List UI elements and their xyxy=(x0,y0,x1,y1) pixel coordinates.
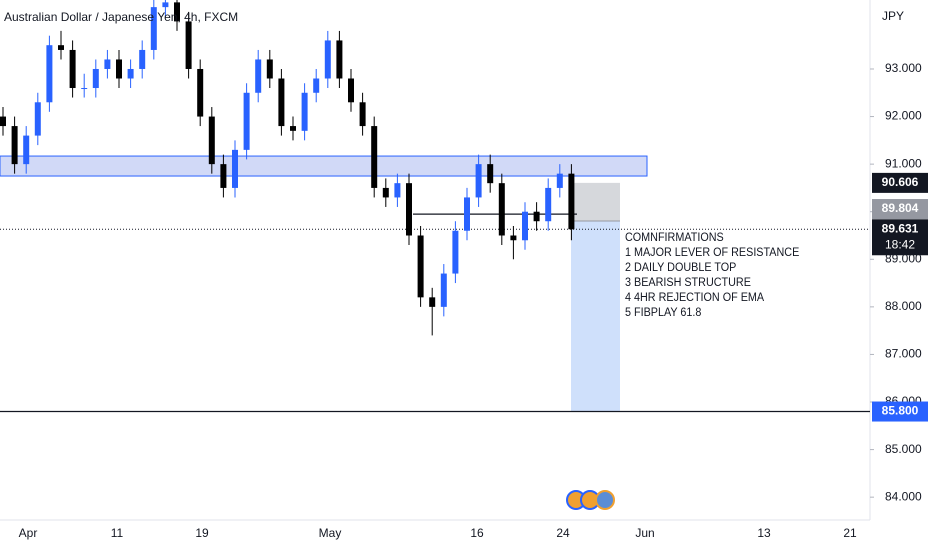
target-zone xyxy=(571,221,620,412)
candle-body xyxy=(208,116,215,165)
target-price-label: 85.800 xyxy=(882,404,919,418)
candle-body xyxy=(185,21,192,69)
y-tick-label: 87.000 xyxy=(885,347,922,361)
candle-body xyxy=(348,78,354,103)
candle-body xyxy=(150,7,157,50)
candle-body xyxy=(324,40,331,79)
candle-body xyxy=(371,126,378,188)
candle-body xyxy=(510,235,517,241)
x-tick-label: 24 xyxy=(556,526,570,540)
candle-body xyxy=(382,187,389,198)
candle-body xyxy=(11,126,18,165)
candle-body xyxy=(313,78,320,93)
candle-body xyxy=(359,102,366,127)
annotation-line: COMNFIRMATIONS xyxy=(625,232,724,245)
candle-body xyxy=(243,92,250,150)
candle-body xyxy=(406,183,412,236)
target-price-label-bg xyxy=(872,401,928,422)
annotation-line: 3 BEARISH STRUCTURE xyxy=(625,277,751,290)
candle-body xyxy=(139,49,146,69)
candle-body xyxy=(255,59,262,93)
stop-price-label-bg xyxy=(872,172,928,193)
candle-body xyxy=(452,230,459,274)
x-tick-label: 13 xyxy=(757,526,771,540)
candle-body xyxy=(498,183,505,236)
x-tick-label: 19 xyxy=(195,526,209,540)
indicator-icons xyxy=(566,490,615,510)
candle-body xyxy=(232,149,238,188)
entry-price-label: 89.804 xyxy=(882,201,919,215)
candle-body xyxy=(301,92,308,131)
plot-area xyxy=(0,0,870,413)
y-tick-label: 93.000 xyxy=(885,61,922,75)
candle-body xyxy=(417,235,424,298)
candle-body xyxy=(23,135,30,165)
countdown-label: 18:42 xyxy=(885,237,915,251)
candle-body xyxy=(533,211,540,222)
annotation-line: 1 MAJOR LEVER OF RESISTANCE xyxy=(625,247,800,260)
stop-zone xyxy=(571,182,620,222)
candle-body xyxy=(394,183,401,198)
candle-body xyxy=(440,273,447,307)
candle-body xyxy=(162,2,169,8)
annotation-line: 4 4HR REJECTION OF EMA xyxy=(625,292,764,305)
currency-label: JPY xyxy=(882,9,904,23)
candle-body xyxy=(464,197,470,231)
resistance-zone xyxy=(0,155,648,177)
candle-body xyxy=(278,78,285,127)
y-tick-label: 84.000 xyxy=(885,489,922,503)
stop-price-label: 90.606 xyxy=(882,175,919,189)
candle-body xyxy=(104,59,111,69)
candle-body xyxy=(556,173,563,188)
y-tick-label: 88.000 xyxy=(885,299,922,313)
annotation-line: 5 FIBPLAY 61.8 xyxy=(625,307,701,320)
last-price-bg xyxy=(872,219,928,256)
x-tick-label: Jun xyxy=(635,526,654,540)
candle-body xyxy=(127,68,134,79)
candle-body xyxy=(116,59,122,79)
candle-body xyxy=(475,164,482,198)
candle-body xyxy=(46,45,53,103)
candle-body xyxy=(92,68,99,89)
candle-body xyxy=(336,40,343,79)
chart-title: Australian Dollar / Japanese Yen, 4h, FX… xyxy=(4,10,238,24)
candle-body xyxy=(0,116,6,127)
candle-body xyxy=(429,297,436,307)
candle-body xyxy=(568,173,575,230)
candle-body xyxy=(81,88,88,90)
annotation-line: 2 DAILY DOUBLE TOP xyxy=(625,262,736,275)
icon xyxy=(595,490,615,510)
candle-body xyxy=(487,164,494,184)
x-tick-label: May xyxy=(319,526,342,540)
y-tick-label: 92.000 xyxy=(885,109,922,123)
candle-body xyxy=(266,59,273,79)
x-tick-label: Apr xyxy=(19,526,38,540)
entry-price-label-bg xyxy=(872,199,928,220)
x-tick-label: 21 xyxy=(843,526,857,540)
candle-body xyxy=(522,211,528,241)
candle-body xyxy=(220,164,227,188)
candle-body xyxy=(545,187,552,222)
y-tick-label: 91.000 xyxy=(885,156,922,170)
candle-body xyxy=(34,102,41,136)
candle-body xyxy=(197,68,204,117)
candle-body xyxy=(69,49,76,89)
last-price-label: 89.631 xyxy=(882,221,919,235)
x-tick-label: 16 xyxy=(470,526,484,540)
candle-body xyxy=(290,126,296,131)
x-tick-label: 11 xyxy=(111,526,124,540)
candle-body xyxy=(58,45,64,50)
y-tick-label: 85.000 xyxy=(885,442,922,456)
candle-body xyxy=(174,2,180,22)
